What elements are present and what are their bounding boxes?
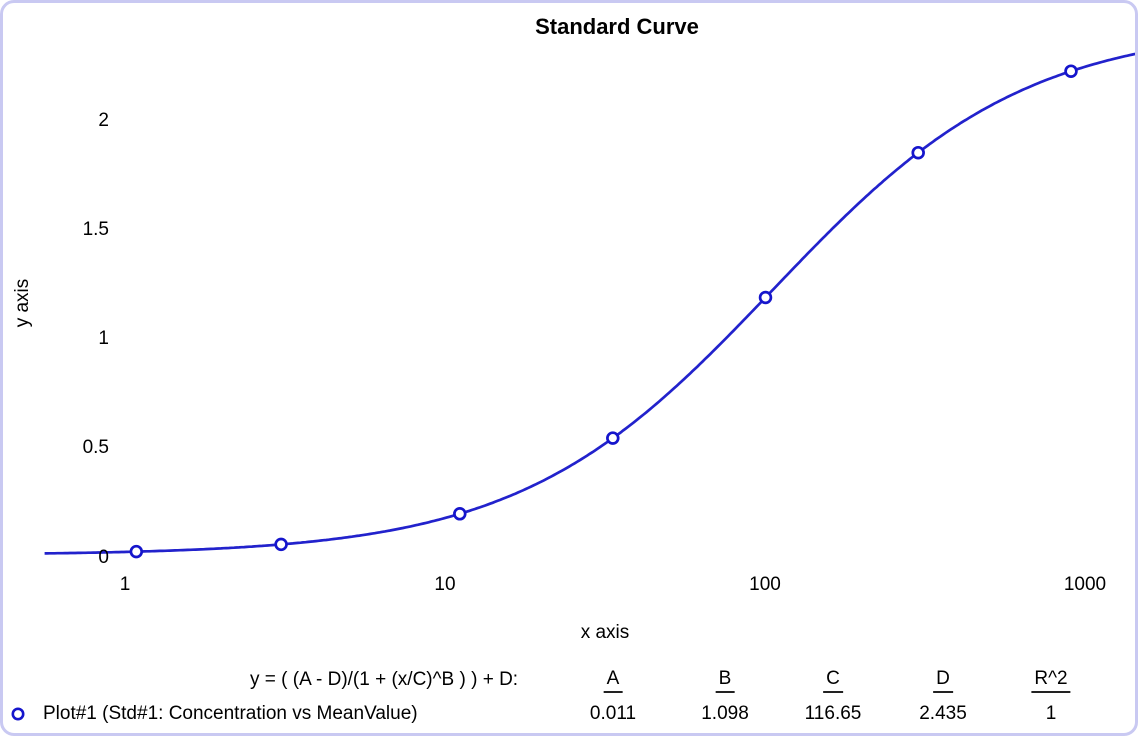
- fit-param-header: C: [823, 668, 843, 693]
- y-tick-label: 2: [98, 109, 109, 131]
- fit-param-value: 2.435: [919, 703, 967, 724]
- y-tick-label: 1.5: [82, 218, 109, 240]
- y-tick-label: 0: [98, 546, 109, 568]
- fit-param-header: D: [933, 668, 953, 693]
- fit-param-value: 1.098: [701, 703, 749, 724]
- legend-marker-icon: [11, 707, 25, 721]
- data-point-marker: [129, 544, 144, 559]
- data-point-marker: [274, 537, 288, 552]
- x-tick-label: 10: [434, 574, 456, 595]
- curve-plot: [11, 52, 1135, 721]
- fit-param-value: 116.65: [804, 703, 862, 724]
- data-point-marker: [1064, 64, 1078, 78]
- chart-title: Standard Curve: [535, 14, 699, 39]
- x-axis-label: x axis: [580, 622, 630, 643]
- fit-equation: y = ( (A - D)/(1 + (x/C)^B ) ) + D:: [250, 669, 519, 690]
- x-tick-label: 1000: [1063, 574, 1107, 595]
- fit-param-header: R^2: [1031, 668, 1071, 693]
- data-point-marker: [606, 431, 620, 445]
- data-point-marker: [453, 507, 467, 521]
- fit-param-value: 0.011: [589, 703, 637, 724]
- data-point-marker: [911, 145, 925, 160]
- fit-curve: [44, 52, 1135, 555]
- x-tick-label: 100: [749, 574, 781, 595]
- y-tick-label: 1: [98, 328, 109, 349]
- data-point-marker: [758, 290, 773, 305]
- y-axis-label: y axis: [12, 278, 33, 328]
- fit-param-value: 1: [1045, 703, 1057, 724]
- legend-label: Plot#1 (Std#1: Concentration vs MeanValu…: [43, 703, 418, 724]
- y-tick-label: 0.5: [82, 437, 109, 459]
- fit-param-header: B: [715, 668, 735, 693]
- fit-param-header: A: [603, 668, 623, 693]
- x-tick-label: 1: [119, 574, 131, 595]
